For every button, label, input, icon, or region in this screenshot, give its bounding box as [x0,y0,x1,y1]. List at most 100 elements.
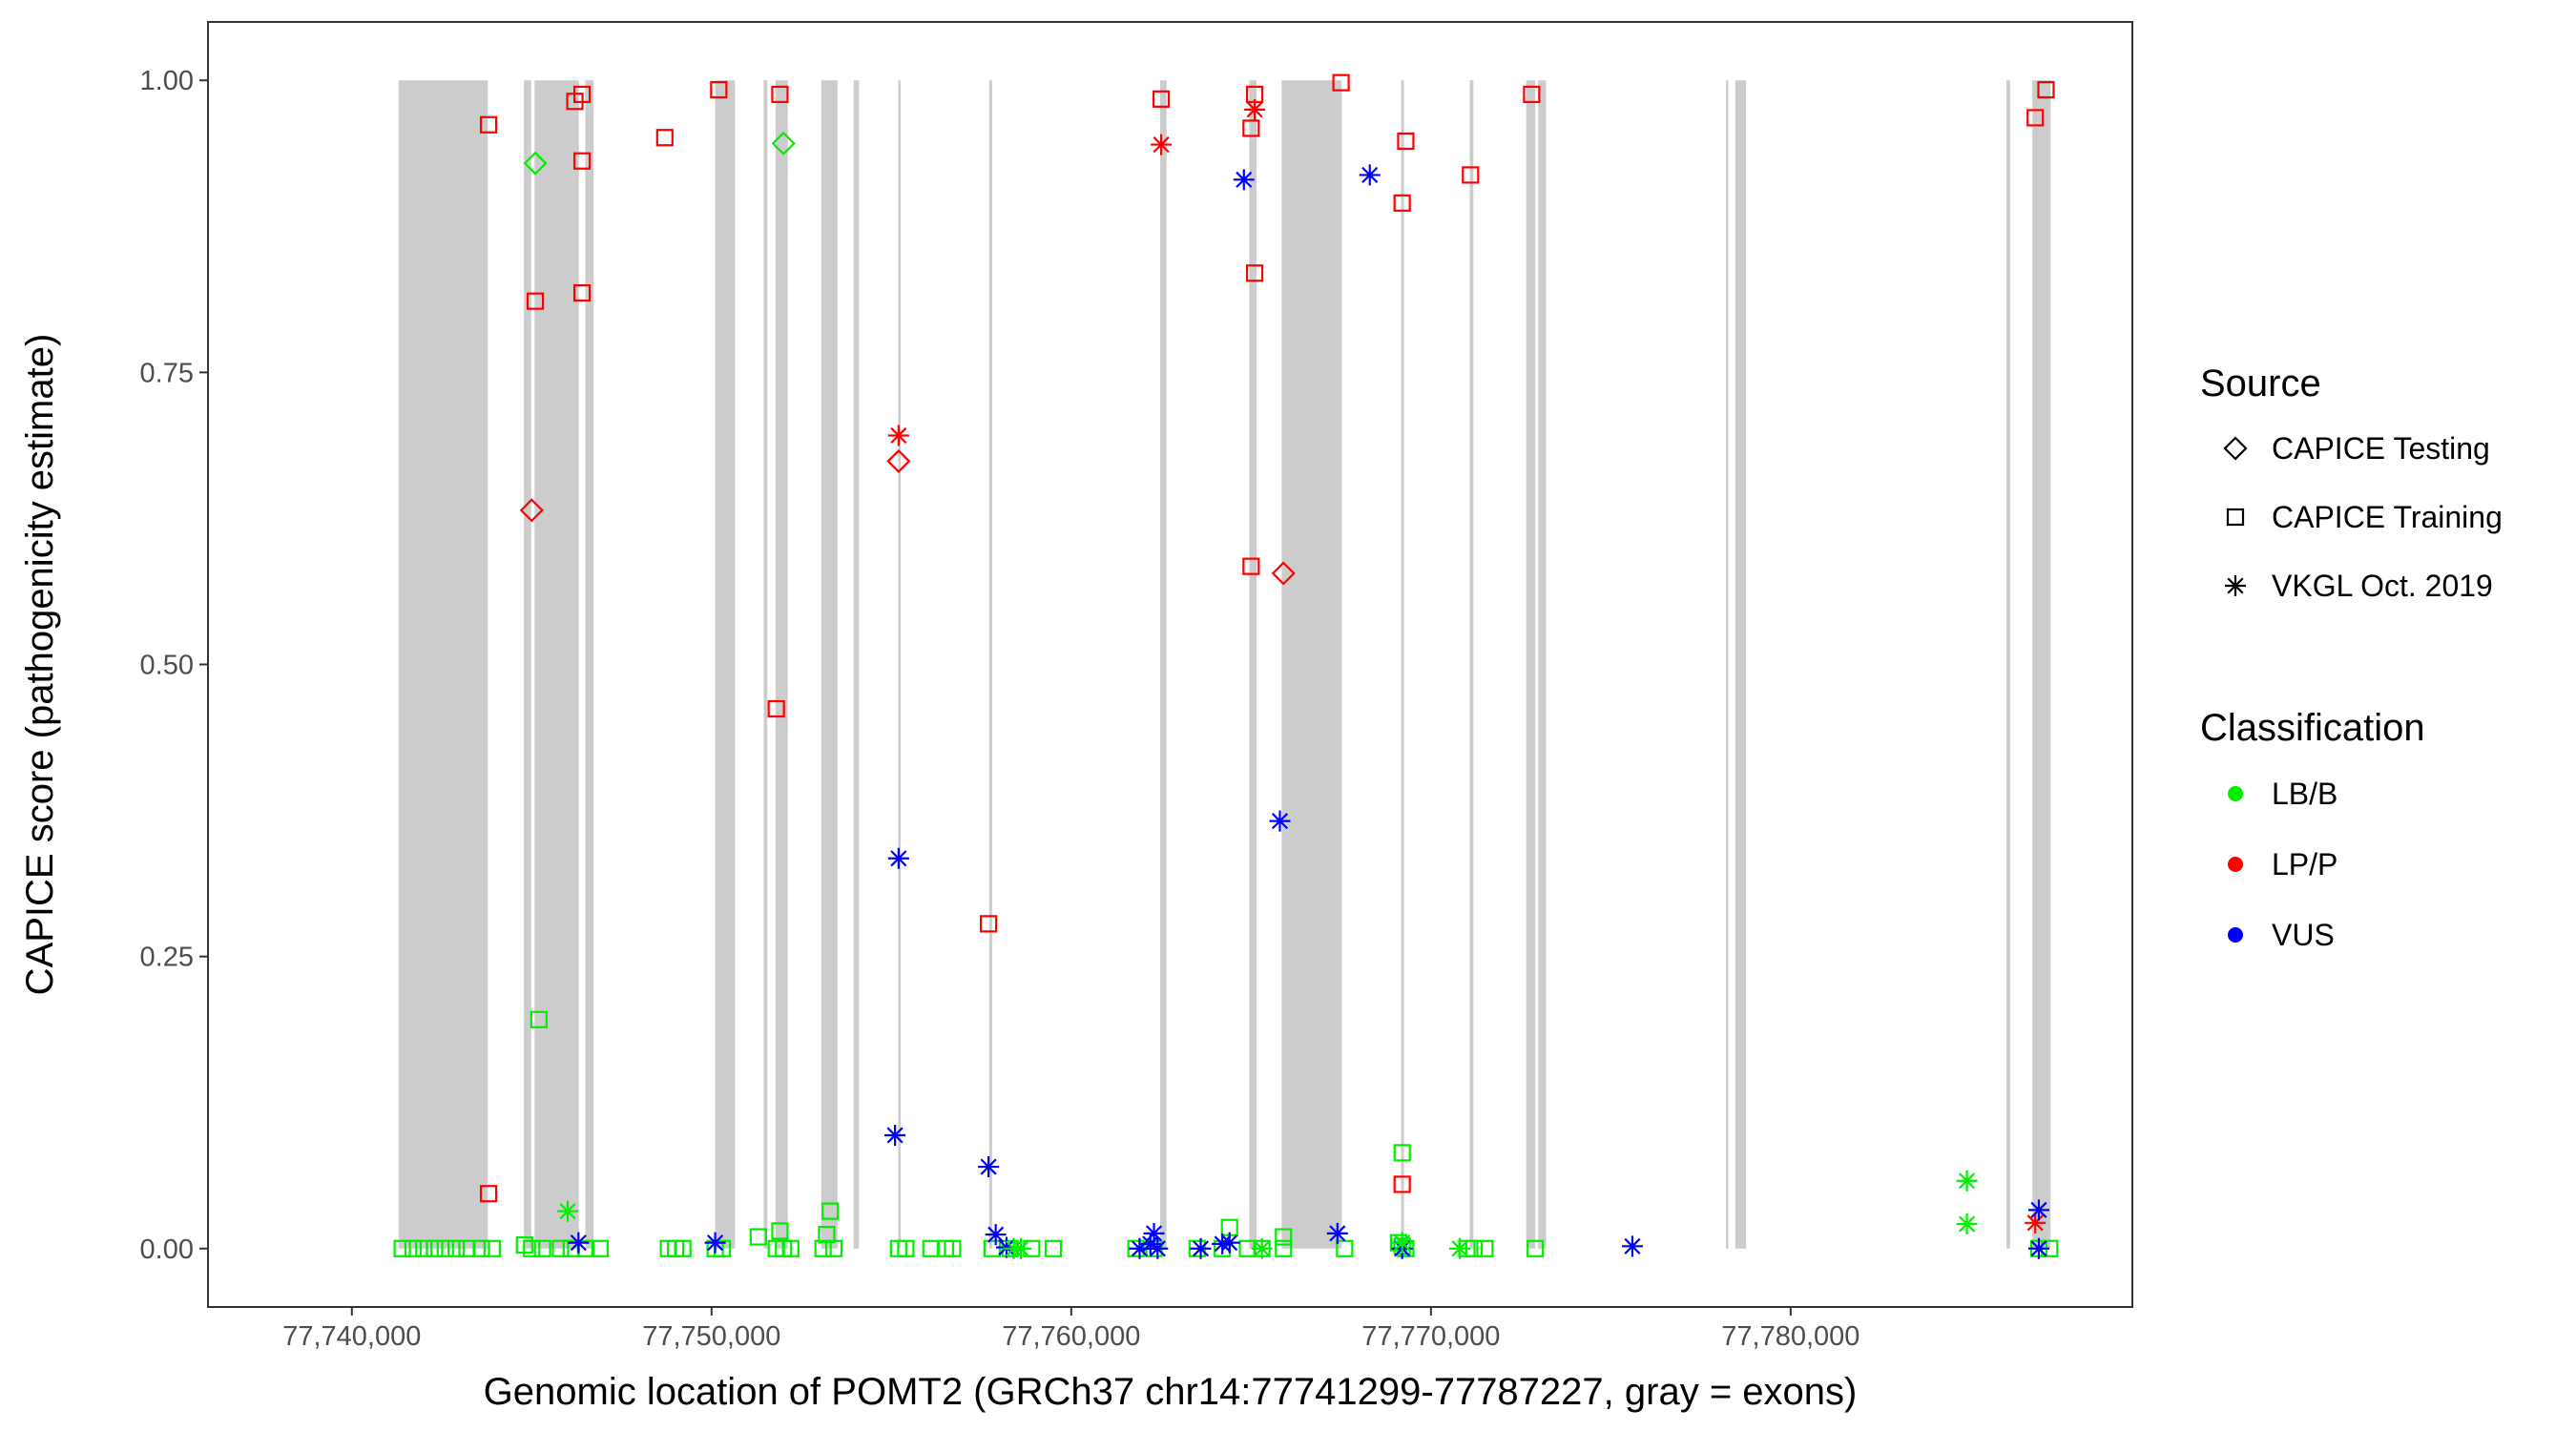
data-point [551,1239,570,1257]
data-point [1151,134,1173,156]
x-tick-label: 77,780,000 [1721,1321,1859,1352]
data-point [1956,1213,1978,1235]
data-point [771,1222,789,1240]
y-axis-title: CAPICE score (pathogenicity estimate) [19,334,61,996]
legend-classification-title: Classification [2200,707,2425,749]
legend-source: Source CAPICE Testing CAPICE Training VKGL… [2200,363,2503,603]
data-point [1010,1237,1032,1259]
data-point [519,498,544,523]
legend-classification-key [2228,786,2243,801]
y-tick-label: 0.50 [140,651,194,681]
exon-band [585,80,594,1249]
x-axis-ticks: 77,740,000 77,750,000 77,760,000 77,770,000… [282,1307,1859,1352]
data-point [523,151,548,176]
data-point [1359,164,1381,186]
data-point [1275,1228,1293,1246]
exon-band [715,80,736,1249]
legend-classification-label: VUS [2272,918,2335,952]
exon-band [2032,80,2051,1249]
y-tick-label: 0.75 [140,358,194,388]
data-point [1251,1237,1273,1259]
exon-band [1725,80,1729,1249]
legend-source-key [2225,575,2246,596]
data-point [568,1232,590,1254]
data-point [655,129,674,147]
data-point [749,1228,767,1246]
data-point [526,292,545,310]
data-point [767,699,785,718]
data-point [887,425,909,446]
data-point [2025,1212,2046,1234]
legend-source-key [2226,508,2245,527]
y-axis-ticks: 0.00 0.25 0.50 0.75 1.00 [140,66,208,1265]
data-point [447,1239,466,1257]
data-point [1044,1239,1063,1257]
data-point [404,1239,422,1257]
data-point [781,1239,800,1257]
y-tick-label: 1.00 [140,66,194,96]
data-point [1269,810,1291,832]
data-point [985,1224,1007,1246]
exon-band [1526,80,1536,1249]
data-point [674,1239,692,1257]
x-tick-label: 77,760,000 [1002,1321,1140,1352]
exon-band [1159,80,1167,1249]
data-point [1152,90,1171,108]
data-point [944,1239,962,1257]
legend-source-label: VKGL Oct. 2019 [2272,569,2493,603]
data-point [1956,1170,1978,1192]
exon-band [898,80,901,1249]
data-point [1190,1237,1212,1259]
data-point [814,1239,832,1257]
exon-band [763,80,768,1249]
data-point [530,1010,548,1028]
legend-classification: Classification LB/B LP/P VUS [2200,707,2425,952]
data-point [415,1239,433,1257]
data-point [710,80,728,99]
x-tick-label: 77,740,000 [282,1321,421,1352]
data-point [983,1239,1001,1257]
data-point [771,131,796,156]
data-point [1275,1239,1293,1257]
data-point [1147,1237,1169,1259]
exon-band [988,80,992,1249]
exon-band [853,80,860,1249]
data-point [479,1185,498,1203]
data-point [523,1239,541,1257]
exon-band [534,80,579,1249]
data-point [1393,194,1411,212]
exon-band [524,80,531,1249]
legend-source-key [2223,436,2248,461]
data-point [426,1239,444,1257]
data-point [704,1232,726,1254]
exon-band [821,80,838,1249]
data-point [1527,1239,1545,1257]
exon-bands [398,80,2051,1249]
data-point [978,1156,1000,1178]
data-point [393,1239,411,1257]
data-point [1212,1233,1234,1255]
x-tick-label: 77,750,000 [642,1321,780,1352]
data-point [1129,1237,1151,1259]
data-point [1139,1233,1161,1255]
data-point [771,85,789,104]
data-point [821,1202,840,1220]
data-points [393,73,2059,1259]
x-axis-title: Genomic location of POMT2 (GRCh37 chr14:… [484,1371,1858,1413]
data-point [1393,1144,1411,1162]
data-point [897,1239,915,1257]
data-point [1621,1235,1643,1257]
data-point [479,115,498,134]
data-point [1462,166,1480,184]
data-point [1242,557,1260,575]
data-point [2026,109,2045,127]
data-point [1245,264,1264,282]
data-point [572,283,592,302]
legend-source-title: Source [2200,363,2321,404]
data-point [1244,98,1266,120]
exon-band [1281,80,1342,1249]
data-point [472,1239,490,1257]
data-point [887,847,909,869]
exon-band [1735,80,1747,1249]
